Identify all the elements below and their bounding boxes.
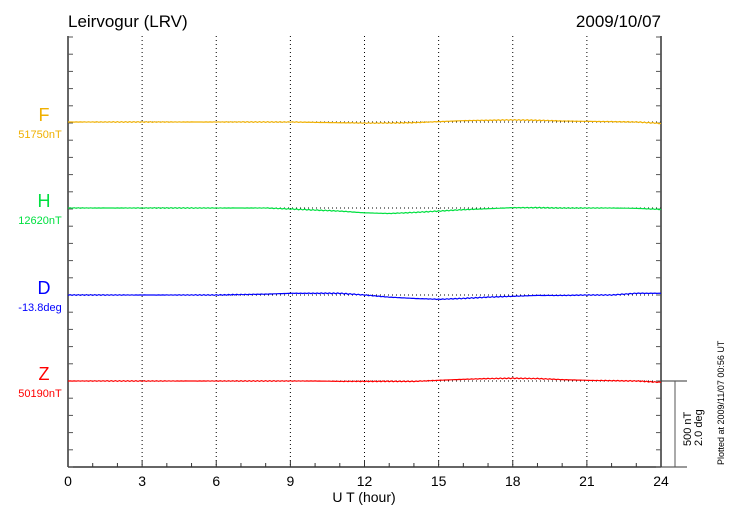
series-line-z: [67, 377, 662, 384]
plotted-at-footer: Plotted at 2009/11/07 00:56 UT: [716, 340, 726, 465]
x-axis-label: U T (hour): [332, 489, 395, 505]
series-name-h: H: [38, 191, 51, 211]
x-tick-label: 15: [431, 473, 447, 489]
series-line-d: [67, 292, 662, 301]
x-tick-label: 18: [505, 473, 521, 489]
x-tick-label: 0: [64, 473, 72, 489]
series-baseline-f: 51750nT: [18, 129, 62, 141]
chart-date: 2009/10/07: [576, 12, 661, 31]
chart-title: Leirvogur (LRV): [68, 12, 188, 31]
scale-bar-deg-label: 2.0 deg: [693, 409, 705, 446]
series-name-d: D: [38, 278, 51, 298]
scale-bar-nt-label: 500 nT: [682, 411, 694, 446]
series-line-f: [68, 118, 662, 125]
series-name-f: F: [39, 105, 50, 125]
x-tick-label: 9: [286, 473, 294, 489]
series-baseline-h: 12620nT: [18, 215, 62, 227]
series-name-z: Z: [39, 364, 50, 384]
series-baseline-z: 50190nT: [18, 388, 62, 400]
x-tick-label: 24: [653, 473, 669, 489]
series-baseline-d: -13.8deg: [18, 302, 61, 314]
x-tick-label: 21: [579, 473, 595, 489]
x-tick-label: 12: [357, 473, 373, 489]
x-tick-label: 6: [212, 473, 220, 489]
series-line-h: [67, 206, 662, 215]
x-tick-label: 3: [138, 473, 146, 489]
